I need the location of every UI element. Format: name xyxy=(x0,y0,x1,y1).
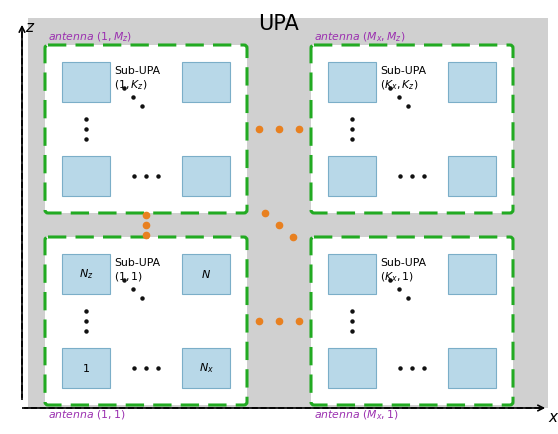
Bar xyxy=(448,348,496,388)
Text: antenna $(1,M_z)$: antenna $(1,M_z)$ xyxy=(48,30,132,44)
Bar xyxy=(182,62,230,102)
Bar xyxy=(448,156,496,196)
Bar xyxy=(62,156,110,196)
Text: $N$: $N$ xyxy=(201,268,211,280)
Text: antenna $(M_x,1)$: antenna $(M_x,1)$ xyxy=(314,408,398,421)
Text: $1$: $1$ xyxy=(82,362,90,374)
Text: antenna $(1,1)$: antenna $(1,1)$ xyxy=(48,408,126,421)
Bar xyxy=(328,348,376,388)
Bar xyxy=(182,254,230,294)
Bar xyxy=(448,254,496,294)
FancyBboxPatch shape xyxy=(311,45,513,213)
Text: $z$: $z$ xyxy=(25,20,35,35)
Bar xyxy=(328,62,376,102)
Bar xyxy=(182,156,230,196)
Bar xyxy=(448,62,496,102)
Bar xyxy=(62,62,110,102)
Text: Sub-UPA
$(1,K_z)$: Sub-UPA $(1,K_z)$ xyxy=(114,66,160,92)
Text: Sub-UPA
$(K_x,1)$: Sub-UPA $(K_x,1)$ xyxy=(380,258,426,283)
Text: UPA: UPA xyxy=(258,14,300,34)
Bar xyxy=(328,254,376,294)
Text: $x$: $x$ xyxy=(548,410,558,425)
Bar xyxy=(62,348,110,388)
FancyBboxPatch shape xyxy=(45,237,247,405)
Text: Sub-UPA
$(K_x,K_z)$: Sub-UPA $(K_x,K_z)$ xyxy=(380,66,426,92)
Text: antenna $(M_x,M_z)$: antenna $(M_x,M_z)$ xyxy=(314,30,405,44)
Text: $N_x$: $N_x$ xyxy=(199,361,214,375)
Bar xyxy=(328,156,376,196)
Bar xyxy=(62,254,110,294)
Text: Sub-UPA
$(1,1)$: Sub-UPA $(1,1)$ xyxy=(114,258,160,283)
Bar xyxy=(28,18,548,408)
FancyBboxPatch shape xyxy=(311,237,513,405)
Bar xyxy=(182,348,230,388)
Text: $N_z$: $N_z$ xyxy=(79,267,93,281)
FancyBboxPatch shape xyxy=(45,45,247,213)
